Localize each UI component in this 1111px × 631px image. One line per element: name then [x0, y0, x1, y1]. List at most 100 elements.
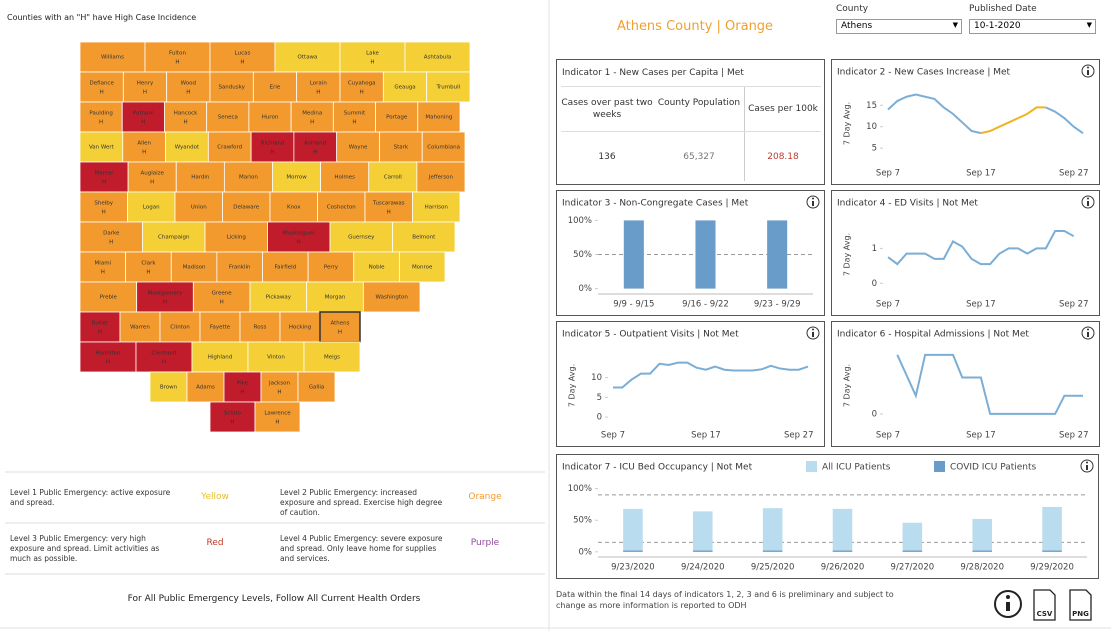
county-mark: H	[316, 90, 320, 96]
export-button[interactable]: CSV	[1033, 589, 1056, 621]
county	[127, 161, 177, 193]
x-tick-label: 9/16 - 9/22	[682, 300, 729, 310]
legend-swatch	[806, 461, 817, 472]
county-name: Clermont	[151, 351, 177, 357]
info-icon	[812, 201, 814, 206]
panel	[556, 321, 825, 447]
county-name: Pickaway	[266, 295, 292, 301]
county	[135, 341, 193, 373]
county-mark: H	[163, 300, 167, 306]
bar	[623, 550, 643, 552]
y-tick-label: 100%	[568, 484, 592, 494]
county	[412, 191, 461, 223]
info-button	[1006, 595, 1010, 599]
bar	[623, 220, 644, 289]
county-name: Williams	[101, 55, 124, 61]
county-name: Knox	[287, 205, 301, 211]
export-button[interactable]: PNG	[1069, 589, 1092, 621]
county	[122, 131, 166, 163]
table-header: Cases over past two weeks	[561, 98, 653, 120]
county	[293, 131, 338, 163]
county-name: Auglaize	[140, 171, 164, 177]
county-mark: H	[370, 60, 374, 66]
bar	[767, 220, 788, 289]
county-name: Wood	[181, 81, 196, 87]
county-name: Summit	[344, 111, 366, 117]
panel-title: Indicator 1 - New Cases per Capita | Met	[562, 68, 744, 78]
county-name: Hocking	[289, 325, 311, 331]
county	[303, 341, 361, 373]
county	[122, 71, 168, 103]
county-name: Portage	[386, 115, 408, 121]
y-tick-label: 10	[866, 122, 877, 132]
x-tick-label: 9/26/2020	[821, 563, 865, 573]
map-title: Counties with an "H" have High Case Inci…	[7, 13, 197, 22]
x-tick-label: 9/23/2020	[611, 563, 655, 573]
info-icon	[1086, 461, 1088, 464]
county	[79, 221, 143, 253]
county-mark: H	[313, 150, 317, 156]
county	[398, 251, 446, 283]
info-icon	[1086, 465, 1088, 470]
legend-swatch	[934, 461, 945, 472]
county	[339, 71, 384, 103]
county	[79, 251, 127, 283]
county	[170, 251, 218, 283]
x-tick-label: 9/28/2020	[960, 563, 1004, 573]
county-mark: H	[101, 270, 105, 276]
legend-text: Level 2 Public Emergency: increased expo…	[280, 488, 443, 517]
y-axis-label: 7 Day Avg.	[843, 233, 852, 276]
y-tick-label: 0	[872, 279, 877, 289]
line-series	[896, 353, 1083, 415]
date-select[interactable]: 10-1-2020 ▼	[969, 19, 1096, 34]
panel-title: Indicator 2 - New Cases Increase | Met	[837, 68, 1011, 78]
county	[247, 341, 305, 373]
county-name: Pike	[237, 381, 249, 387]
county-name: Henry	[137, 81, 154, 87]
county-name: Noble	[369, 265, 385, 271]
county-name: Harrison	[425, 205, 449, 211]
bar	[832, 508, 853, 552]
county-name: Gallia	[309, 385, 325, 391]
county	[332, 101, 376, 133]
county	[121, 101, 165, 133]
county-name: Guernsey	[348, 235, 375, 241]
y-tick-label: 100%	[568, 216, 592, 226]
county-name: Fayette	[210, 325, 231, 331]
county-name: Butler	[92, 321, 109, 327]
county-mark: H	[100, 90, 104, 96]
county-select[interactable]: Athens ▼	[836, 19, 962, 34]
x-tick-label: Sep 7	[876, 169, 900, 179]
county-name: Huron	[262, 115, 279, 121]
file-icon	[1069, 589, 1092, 621]
y-tick-label: 5	[597, 393, 602, 403]
table-cell: 136	[598, 152, 616, 162]
county	[79, 41, 146, 73]
county	[136, 281, 194, 313]
county	[296, 71, 341, 103]
county-name: Paulding	[89, 111, 112, 117]
county-name: Ashland	[304, 141, 326, 147]
bar	[1042, 550, 1062, 552]
table-header: Cases per 100k	[748, 104, 818, 114]
y-axis-label: 7 Day Avg.	[568, 364, 577, 407]
indicator1-panel: Indicator 1 - New Cases per Capita | Met…	[556, 59, 825, 185]
county-mark: H	[338, 330, 342, 336]
county-mark: H	[106, 360, 110, 366]
county	[416, 161, 466, 193]
county-name: Lake	[366, 51, 379, 57]
county	[267, 221, 331, 253]
county-name: Clark	[141, 261, 156, 267]
county-mark: H	[360, 90, 364, 96]
county-name: Warren	[130, 325, 150, 331]
x-tick-label: Sep 17	[966, 169, 996, 179]
bar	[972, 550, 992, 552]
x-tick-label: Sep 17	[966, 431, 996, 441]
county	[144, 41, 211, 73]
county-name: Marion	[239, 175, 258, 181]
county	[222, 191, 271, 223]
y-tick-label: 0%	[579, 547, 593, 557]
county-name: Putnam	[133, 111, 154, 117]
county	[209, 41, 276, 73]
